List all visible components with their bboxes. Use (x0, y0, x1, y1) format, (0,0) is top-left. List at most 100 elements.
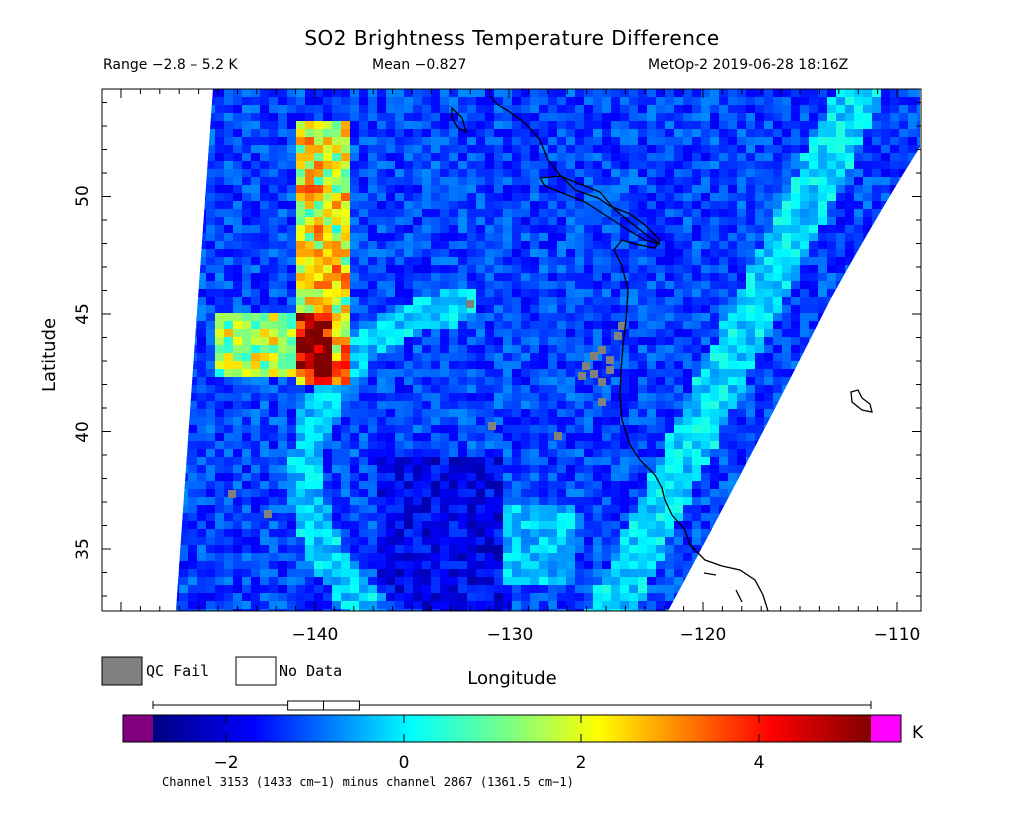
data-cell (467, 545, 476, 553)
data-cell (287, 345, 296, 353)
data-cell (593, 121, 602, 129)
data-cell (530, 289, 539, 297)
data-cell (440, 169, 449, 177)
data-cell (638, 137, 647, 145)
data-cell (584, 225, 593, 233)
data-cell (683, 145, 692, 153)
data-cell (521, 313, 530, 321)
data-cell (467, 385, 476, 393)
data-cell (494, 289, 503, 297)
data-cell (206, 545, 215, 553)
data-cell (638, 489, 647, 497)
data-cell (674, 385, 683, 393)
data-cell (683, 337, 692, 345)
data-cell (296, 257, 305, 265)
data-cell (593, 345, 602, 353)
data-cell (323, 129, 332, 137)
data-cell (692, 385, 701, 393)
data-cell (341, 129, 350, 137)
data-cell (647, 465, 656, 473)
data-cell (674, 345, 683, 353)
data-cell (728, 201, 737, 209)
data-cell (548, 441, 557, 449)
data-cell (224, 433, 233, 441)
data-cell (224, 225, 233, 233)
data-cell (350, 353, 359, 361)
data-cell (260, 473, 269, 481)
data-cell (854, 233, 863, 241)
data-cell (458, 265, 467, 273)
data-cell (197, 385, 206, 393)
data-cell (593, 417, 602, 425)
data-cell (188, 385, 197, 393)
data-cell (332, 353, 341, 361)
data-cell (215, 273, 224, 281)
data-cell (575, 537, 584, 545)
data-cell (458, 105, 467, 113)
data-cell (710, 321, 719, 329)
data-cell (575, 441, 584, 449)
data-cell (449, 457, 458, 465)
data-cell (368, 369, 377, 377)
data-cell (683, 209, 692, 217)
data-cell (755, 137, 764, 145)
data-cell (206, 337, 215, 345)
data-cell (638, 457, 647, 465)
data-cell (791, 89, 800, 97)
data-cell (557, 201, 566, 209)
data-cell (449, 145, 458, 153)
data-cell (440, 409, 449, 417)
data-cell (431, 137, 440, 145)
data-cell (782, 121, 791, 129)
data-cell (755, 145, 764, 153)
data-cell (413, 113, 422, 121)
data-cell (701, 145, 710, 153)
data-cell (818, 273, 827, 281)
data-cell (377, 233, 386, 241)
data-cell (242, 385, 251, 393)
data-cell (656, 281, 665, 289)
data-cell (575, 505, 584, 513)
data-cell (611, 169, 620, 177)
data-cell (296, 89, 305, 97)
data-cell (404, 377, 413, 385)
data-cell (485, 217, 494, 225)
data-cell (404, 209, 413, 217)
data-cell (827, 233, 836, 241)
data-cell (485, 185, 494, 193)
data-cell (701, 113, 710, 121)
data-cell (755, 97, 764, 105)
data-cell (710, 265, 719, 273)
data-cell (233, 481, 242, 489)
data-cell (710, 345, 719, 353)
data-cell (287, 201, 296, 209)
data-cell (737, 353, 746, 361)
data-cell (350, 369, 359, 377)
data-cell (701, 457, 710, 465)
data-cell (746, 137, 755, 145)
data-cell (341, 441, 350, 449)
data-cell (710, 513, 719, 521)
data-cell (593, 313, 602, 321)
data-cell (359, 449, 368, 457)
data-cell (728, 385, 737, 393)
data-cell (809, 241, 818, 249)
data-cell (332, 449, 341, 457)
data-cell (413, 329, 422, 337)
data-cell (521, 385, 530, 393)
data-cell (620, 313, 629, 321)
data-cell (818, 145, 827, 153)
data-cell (530, 113, 539, 121)
data-cell (539, 321, 548, 329)
data-cell (233, 105, 242, 113)
data-cell (440, 153, 449, 161)
data-cell (638, 537, 647, 545)
data-cell (449, 425, 458, 433)
data-cell (476, 553, 485, 561)
data-cell (332, 153, 341, 161)
data-cell (863, 137, 872, 145)
data-cell (215, 145, 224, 153)
data-cell (404, 361, 413, 369)
data-cell (530, 257, 539, 265)
data-cell (332, 201, 341, 209)
